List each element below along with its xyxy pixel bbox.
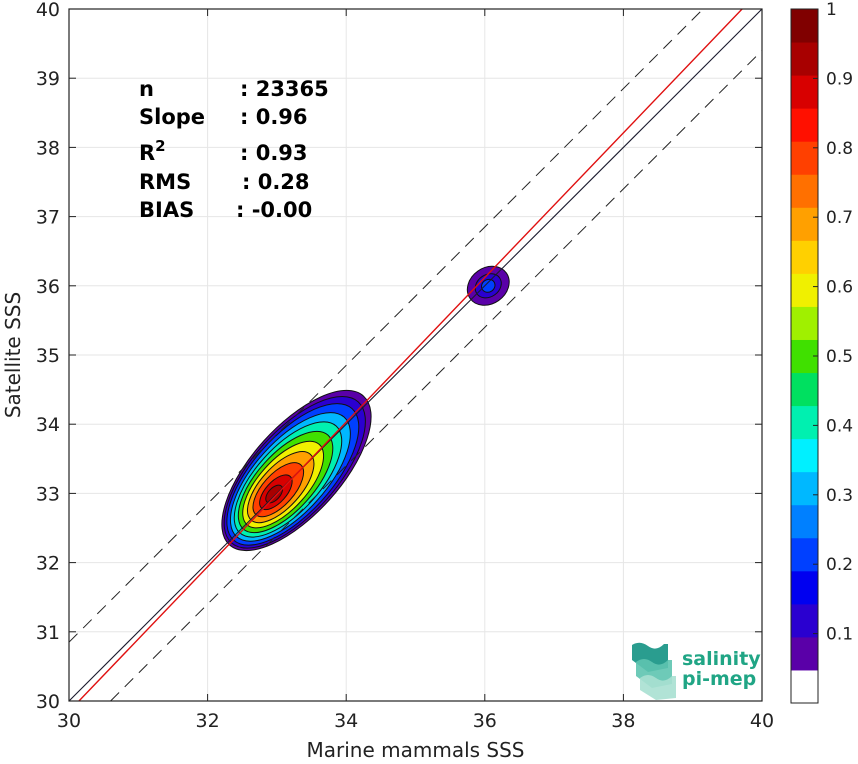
y-tick-label: 38 xyxy=(36,137,60,159)
stat-label: BIAS xyxy=(139,198,194,222)
y-tick-label: 33 xyxy=(36,483,60,505)
colorbar-segment xyxy=(791,570,818,605)
upper-bound-dashed-line xyxy=(69,9,704,643)
statistics-box: n : 23365 Slope : 0.96 R2 : 0.93 RMS : 0.28 BIAS… xyxy=(139,77,329,222)
colorbar-segment xyxy=(791,42,818,76)
x-tick-label: 34 xyxy=(334,710,358,732)
wave-logo-icon xyxy=(632,642,676,700)
stat-value: : 0.28 xyxy=(242,170,310,194)
y-axis-label: Satellite SSS xyxy=(1,292,25,418)
y-tick-label: 30 xyxy=(36,691,60,713)
colorbar-segment xyxy=(791,603,818,638)
colorbar-tick-label: 0.7 xyxy=(826,208,853,228)
logo-line1: salinity xyxy=(682,648,761,670)
stat-label: R2 xyxy=(139,137,166,165)
salinity-pi-mep-logo: salinity pi-mep xyxy=(632,642,761,700)
colorbar-segment xyxy=(791,207,818,241)
colorbar-tick-label: 1 xyxy=(826,0,837,20)
colorbar-tick-label: 0.1 xyxy=(826,625,853,645)
colorbar-segment xyxy=(791,438,818,473)
colorbar-segment xyxy=(791,108,818,142)
density-contours xyxy=(221,265,510,552)
colorbar-segment xyxy=(791,240,818,274)
colorbar-segment xyxy=(791,273,818,307)
stat-label: Slope xyxy=(139,105,205,129)
colorbar-tick-label: 0.4 xyxy=(826,416,853,436)
y-tick-label: 34 xyxy=(36,414,60,436)
colorbar-segment xyxy=(791,504,818,539)
colorbar-tick-label: 0.8 xyxy=(826,139,853,159)
y-tick-label: 40 xyxy=(36,0,60,21)
colorbar-tick-label: 0.5 xyxy=(826,347,853,367)
x-tick-label: 30 xyxy=(57,710,81,732)
x-tick-label: 32 xyxy=(196,710,220,732)
logo-line2: pi-mep xyxy=(682,668,756,690)
stat-value: : 0.96 xyxy=(240,105,308,129)
stat-value: : -0.00 xyxy=(236,198,312,222)
stat-value: : 23365 xyxy=(240,77,329,101)
y-tick-label: 37 xyxy=(36,207,60,229)
colorbar-segment xyxy=(791,174,818,208)
y-tick-label: 35 xyxy=(36,345,60,367)
stat-value: : 0.93 xyxy=(240,141,308,165)
y-tick-label: 31 xyxy=(36,622,60,644)
y-tick-label: 36 xyxy=(36,276,60,298)
colorbar: 0.1 0.2 0.3 0.4 0.5 0.6 0.7 0.8 0.9 1 xyxy=(790,0,853,704)
regression-line xyxy=(77,9,744,701)
density-contour-secondary xyxy=(481,278,496,293)
colorbar-tick-label: 0.2 xyxy=(826,555,853,575)
x-axis-label: Marine mammals SSS xyxy=(306,738,524,762)
colorbar-segment xyxy=(791,471,818,506)
colorbar-tick-label: 0.6 xyxy=(826,278,853,298)
identity-line xyxy=(69,9,762,701)
colorbar-segment xyxy=(791,9,818,43)
colorbar-segment xyxy=(791,537,818,572)
colorbar-segment xyxy=(791,669,818,704)
axis-ticks: 30 32 34 36 38 40 30 31 32 33 34 35 36 37 38 39 40 xyxy=(36,0,774,732)
y-tick-label: 39 xyxy=(36,68,60,90)
colorbar-segment xyxy=(791,372,818,407)
reference-lines xyxy=(69,9,762,701)
colorbar-segment xyxy=(791,75,818,109)
colorbar-tick-label: 0.3 xyxy=(826,486,853,506)
stat-label: RMS xyxy=(139,170,191,194)
colorbar-segment xyxy=(791,306,818,340)
colorbar-segment xyxy=(791,636,818,671)
x-tick-label: 40 xyxy=(750,710,774,732)
y-tick-label: 32 xyxy=(36,553,60,575)
density-contour-main xyxy=(265,484,284,504)
colorbar-segment xyxy=(791,405,818,440)
colorbar-segment xyxy=(791,141,818,175)
x-tick-label: 38 xyxy=(611,710,635,732)
colorbar-tick-label: 0.9 xyxy=(826,69,853,89)
lower-bound-dashed-line xyxy=(110,50,762,701)
stat-label: n xyxy=(139,77,154,101)
x-tick-label: 36 xyxy=(473,710,497,732)
